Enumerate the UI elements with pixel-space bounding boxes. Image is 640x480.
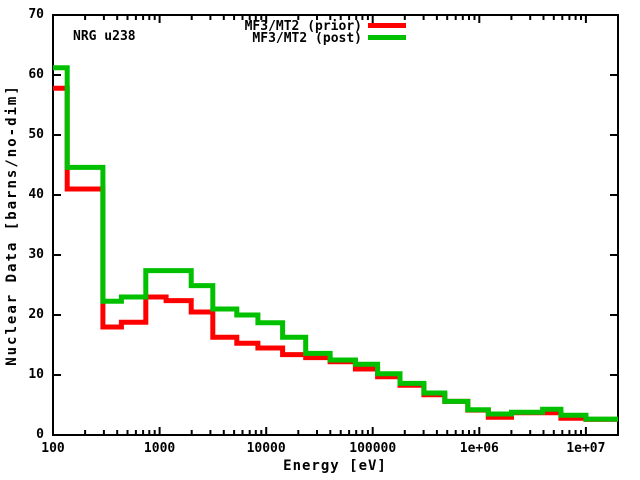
x-tick-label: 100 bbox=[41, 441, 65, 456]
legend-label-prior: MF3/MT2 (prior) bbox=[244, 19, 362, 34]
x-tick-label: 1e+07 bbox=[566, 441, 606, 456]
x-tick-label: 1e+06 bbox=[459, 441, 499, 456]
x-axis-title: Energy [eV] bbox=[283, 458, 387, 474]
y-tick-label: 40 bbox=[28, 187, 44, 202]
y-tick-label: 60 bbox=[28, 67, 44, 82]
series-MF3/MT2 (prior) bbox=[53, 85, 618, 422]
y-tick-label: 70 bbox=[28, 7, 44, 22]
legend-line-prior bbox=[368, 23, 406, 28]
y-tick-label: 50 bbox=[28, 127, 44, 142]
y-tick-label: 10 bbox=[28, 367, 44, 382]
x-tick-label: 10000 bbox=[246, 441, 286, 456]
y-tick-label: 30 bbox=[28, 247, 44, 262]
series-MF3/MT2 (post) bbox=[53, 65, 618, 422]
y-tick-label: 20 bbox=[28, 307, 44, 322]
legend-label-post: MF3/MT2 (post) bbox=[252, 31, 362, 46]
y-tick-label: 0 bbox=[36, 427, 44, 442]
x-tick-label: 1000 bbox=[143, 441, 176, 456]
legend-line-post bbox=[368, 35, 406, 40]
dataset-label: NRG u238 bbox=[73, 29, 136, 44]
x-tick-label: 100000 bbox=[349, 441, 397, 456]
